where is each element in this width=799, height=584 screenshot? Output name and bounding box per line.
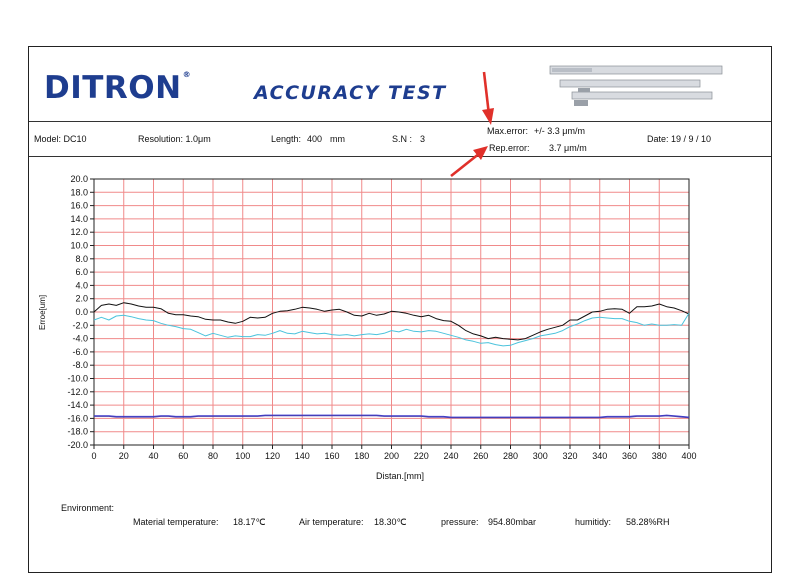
material-temp-label: Material temperature: bbox=[133, 517, 219, 527]
y-tick-label: 4.0 bbox=[75, 280, 88, 290]
rep-error-label: Rep.error: bbox=[489, 143, 530, 153]
x-tick-label: 320 bbox=[562, 451, 577, 461]
series-line-2 bbox=[93, 313, 690, 347]
environment-heading: Environment: bbox=[61, 503, 115, 513]
air-temp-label: Air temperature: bbox=[299, 517, 364, 527]
rep-error-value: 3.7 μm/m bbox=[549, 143, 587, 153]
product-image bbox=[549, 65, 723, 106]
y-tick-label: -4.0 bbox=[72, 334, 88, 344]
x-tick-label: 80 bbox=[208, 451, 218, 461]
pressure-label: pressure: bbox=[441, 517, 479, 527]
report-title: ACCURACY TEST bbox=[254, 82, 447, 104]
y-tick-label: 0.0 bbox=[75, 307, 88, 317]
length-unit: mm bbox=[330, 134, 345, 144]
arrow-head-max-error bbox=[482, 108, 494, 125]
humidity-label: humitidy: bbox=[575, 517, 612, 527]
model-text: Model: DC10 bbox=[34, 134, 87, 144]
info-divider bbox=[29, 156, 771, 157]
x-tick-label: 400 bbox=[681, 451, 696, 461]
x-tick-label: 260 bbox=[473, 451, 488, 461]
axis-ticks: 0 20 40 60 80 100 120 140 160 180 200 220 240 260 280 3… bbox=[67, 174, 696, 461]
x-tick-label: 280 bbox=[503, 451, 518, 461]
y-tick-label: 18.0 bbox=[70, 187, 88, 197]
x-tick-label: 360 bbox=[622, 451, 637, 461]
max-error-label: Max.error: bbox=[487, 126, 529, 136]
x-tick-label: 140 bbox=[295, 451, 310, 461]
y-tick-label: 16.0 bbox=[70, 201, 88, 211]
x-tick-label: 220 bbox=[414, 451, 429, 461]
x-tick-label: 240 bbox=[443, 451, 458, 461]
x-tick-label: 340 bbox=[592, 451, 607, 461]
brand-logo: DITRON® bbox=[44, 70, 191, 106]
header-divider bbox=[29, 121, 771, 122]
length-label: Length: bbox=[271, 134, 302, 144]
arrow-to-max-error bbox=[482, 71, 491, 116]
x-tick-label: 380 bbox=[652, 451, 667, 461]
y-tick-label: -8.0 bbox=[72, 360, 88, 370]
y-tick-label: -10.0 bbox=[67, 374, 88, 384]
max-error-value: +/- 3.3 μm/m bbox=[534, 126, 585, 136]
x-tick-label: 60 bbox=[178, 451, 188, 461]
x-tick-label: 40 bbox=[148, 451, 158, 461]
x-tick-label: 300 bbox=[533, 451, 548, 461]
pressure-value: 954.80mbar bbox=[488, 517, 537, 527]
x-tick-label: 0 bbox=[91, 451, 96, 461]
date-text: Date: 19 / 9 / 10 bbox=[647, 134, 712, 144]
air-temp-value: 18.30℃ bbox=[374, 517, 407, 527]
serial-label: S.N : bbox=[392, 134, 413, 144]
brand-name: DITRON bbox=[44, 70, 182, 106]
x-tick-label: 120 bbox=[265, 451, 280, 461]
x-tick-label: 20 bbox=[119, 451, 129, 461]
y-tick-label: 10.0 bbox=[70, 241, 88, 251]
y-tick-label: -6.0 bbox=[72, 347, 88, 357]
y-tick-label: -20.0 bbox=[67, 440, 88, 450]
series-line-4 bbox=[94, 415, 690, 419]
series-line-1 bbox=[93, 302, 690, 341]
series-line-3 bbox=[94, 414, 690, 418]
y-tick-label: -14.0 bbox=[67, 400, 88, 410]
y-tick-label: 6.0 bbox=[75, 267, 88, 277]
y-tick-label: 8.0 bbox=[75, 254, 88, 264]
y-tick-label: -18.0 bbox=[67, 427, 88, 437]
y-tick-label: -16.0 bbox=[67, 413, 88, 423]
serial-value: 3 bbox=[420, 134, 426, 144]
x-axis-label: Distan.[mm] bbox=[376, 471, 424, 481]
grid bbox=[93, 178, 690, 446]
y-tick-label: -2.0 bbox=[72, 320, 88, 330]
x-tick-label: 100 bbox=[235, 451, 250, 461]
y-tick-label: 2.0 bbox=[75, 294, 88, 304]
registered-mark: ® bbox=[182, 70, 192, 79]
y-axis-label: Erroe[um] bbox=[38, 295, 47, 330]
x-tick-label: 180 bbox=[354, 451, 369, 461]
x-tick-label: 160 bbox=[324, 451, 339, 461]
resolution-text: Resolution: 1.0μm bbox=[138, 134, 211, 144]
length-value: 400 bbox=[307, 134, 323, 144]
series bbox=[93, 302, 690, 419]
y-tick-label: 12.0 bbox=[70, 227, 88, 237]
material-temp-value: 18.17℃ bbox=[233, 517, 266, 527]
y-tick-label: -12.0 bbox=[67, 387, 88, 397]
arrow-to-rep-error bbox=[450, 151, 481, 178]
humidity-value: 58.28%RH bbox=[626, 517, 670, 527]
arrow-head-rep-error bbox=[473, 146, 488, 160]
x-tick-label: 200 bbox=[384, 451, 399, 461]
y-tick-label: 20.0 bbox=[70, 174, 88, 184]
y-tick-label: 14.0 bbox=[70, 214, 88, 224]
report-sheet bbox=[28, 46, 772, 573]
